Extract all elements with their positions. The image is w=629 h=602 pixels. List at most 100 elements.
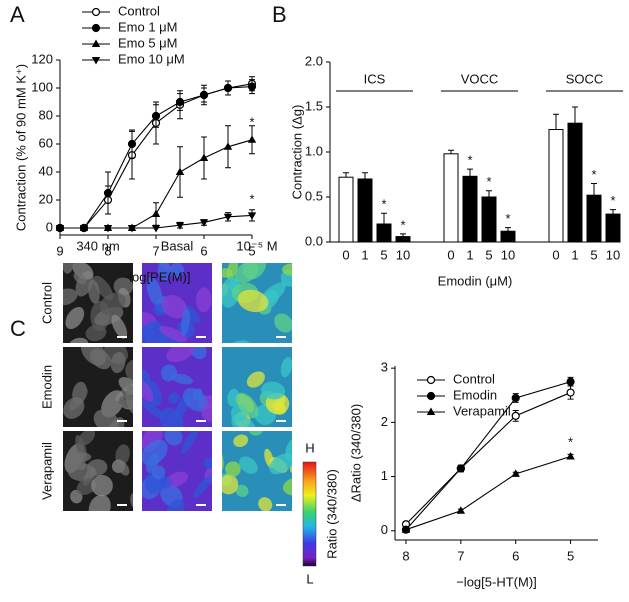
bar: [357, 178, 373, 243]
cell: [63, 288, 78, 306]
bar: [462, 175, 478, 243]
y-tick-label: 80: [39, 107, 53, 122]
y-tick-label: 2: [381, 414, 388, 429]
marker: [456, 464, 465, 473]
colorbar-high: H: [305, 440, 314, 455]
cell: [237, 289, 269, 313]
y-tick-label: 0.5: [305, 188, 323, 203]
cell: [63, 263, 74, 274]
cell: [91, 474, 113, 497]
error-bar: [591, 183, 597, 196]
x-tick-label: 7: [457, 548, 464, 563]
micrograph: [142, 431, 222, 511]
cell: [93, 275, 114, 301]
micrograph: [63, 347, 133, 427]
error-bar: [505, 227, 511, 232]
cell: [269, 453, 292, 475]
colorbar-label: Ratio (340/380): [324, 469, 339, 559]
cell: [212, 463, 222, 478]
marker: [426, 391, 436, 401]
cells: [227, 356, 310, 427]
cell: [282, 477, 292, 496]
panel-label: C: [10, 316, 26, 341]
cell: [222, 276, 241, 308]
y-tick-label: 1.5: [305, 98, 323, 113]
cell: [196, 287, 212, 313]
y-tick-label: 1: [381, 468, 388, 483]
series-line: [405, 455, 571, 531]
panel-label: A: [10, 2, 25, 27]
cell: [125, 359, 133, 380]
marker: [103, 188, 113, 198]
cell: [99, 292, 126, 316]
significance: *: [467, 153, 472, 168]
annotation: *: [249, 114, 254, 129]
cell: [236, 392, 259, 419]
micrograph: [222, 431, 292, 511]
marker: [426, 375, 436, 385]
marker: [151, 209, 161, 217]
cell: [164, 431, 183, 446]
cell: [66, 451, 92, 463]
series-line: [405, 392, 571, 525]
y-tick-label: 2.0: [305, 53, 323, 68]
x-axis-label: −log[5-HT(M)]: [456, 574, 537, 589]
cell: [161, 295, 188, 319]
error-bar: [448, 149, 454, 154]
cell: [166, 347, 195, 363]
cell: [76, 478, 96, 495]
marker: [247, 212, 257, 220]
cells: [63, 263, 133, 343]
legend-label: Verapamil: [453, 403, 511, 418]
marker: [151, 111, 161, 121]
column-header: 340 nm: [76, 238, 119, 253]
marker: [456, 506, 466, 514]
bar: [500, 230, 516, 243]
significance: *: [486, 174, 491, 189]
cell: [130, 492, 133, 508]
marker: [127, 225, 137, 233]
significance: *: [381, 197, 386, 212]
marker: [566, 452, 575, 460]
y-tick-label: 120: [31, 51, 53, 66]
cells: [63, 347, 133, 427]
micrograph: [142, 347, 212, 427]
cell: [233, 434, 249, 448]
legend-label: Control: [118, 3, 160, 18]
cell: [280, 356, 292, 378]
cell: [171, 373, 193, 385]
x-tick-label: 5: [590, 247, 597, 262]
cell: [182, 387, 208, 412]
marker: [127, 139, 137, 149]
cell: [248, 431, 264, 436]
x-tick-label: 0: [552, 247, 559, 262]
marker: [401, 525, 411, 533]
marker: [247, 82, 257, 91]
significance: *: [505, 211, 510, 226]
cell: [168, 392, 180, 404]
x-tick-label: 1: [571, 247, 578, 262]
x-tick-label: 5: [485, 247, 492, 262]
micrograph: [222, 347, 310, 427]
error-bar: [486, 190, 492, 197]
cell: [113, 277, 133, 296]
annotation: *: [249, 191, 254, 206]
cell: [73, 272, 87, 285]
bar: [481, 196, 497, 243]
marker: [55, 225, 65, 233]
cell: [289, 367, 310, 392]
cell: [231, 414, 257, 427]
marker: [566, 377, 575, 386]
cell: [80, 347, 107, 366]
x-tick-label: 0: [447, 247, 454, 262]
bar: [548, 129, 564, 243]
marker: [91, 57, 101, 65]
micrograph: [222, 263, 292, 343]
cell: [201, 401, 212, 422]
bar: [443, 153, 459, 243]
x-tick-label: 10: [501, 247, 515, 262]
cell: [169, 263, 185, 278]
cell: [159, 325, 188, 342]
